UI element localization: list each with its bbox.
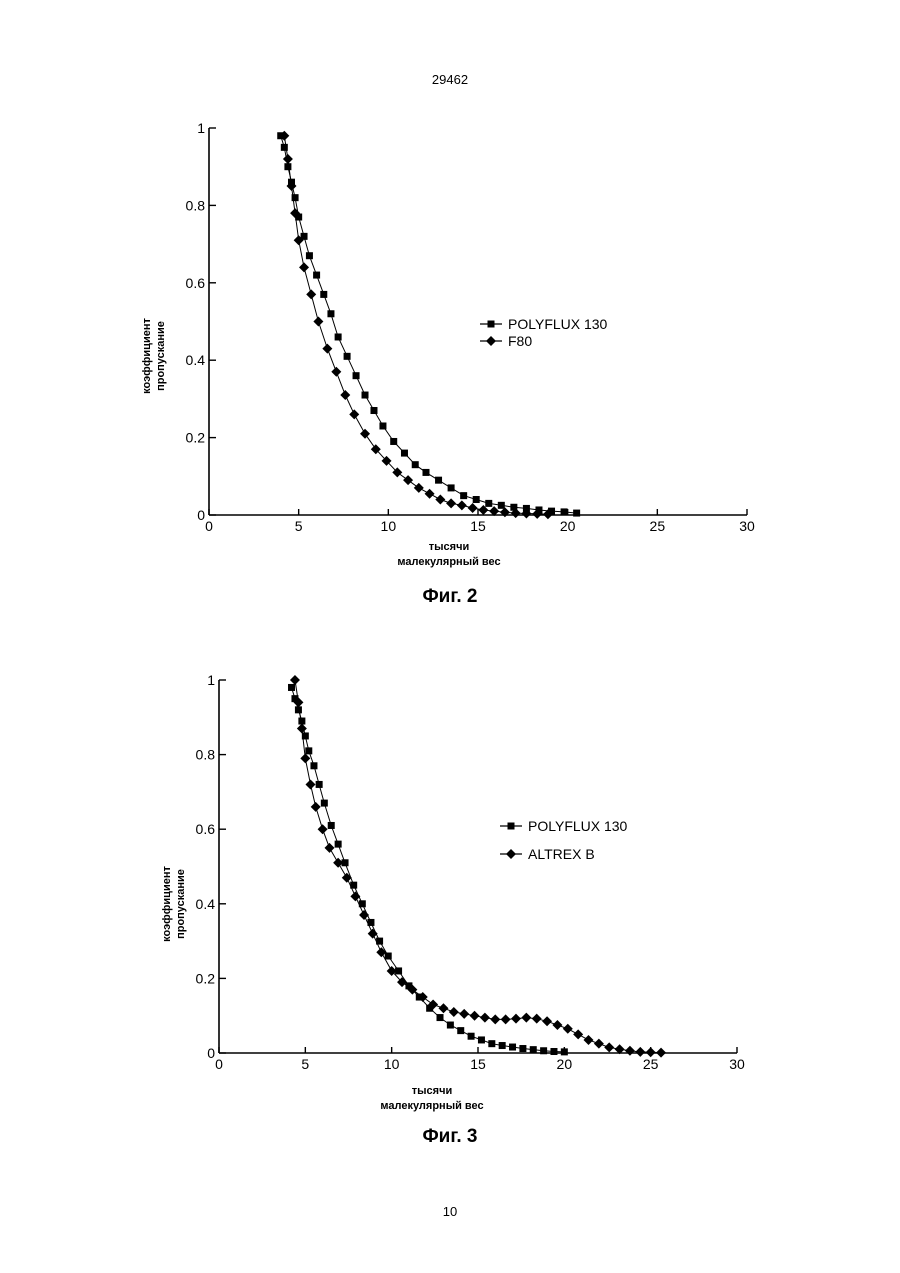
y-tick-label: 0.8	[196, 747, 216, 763]
x-tick-label: 5	[301, 1056, 309, 1072]
chart-fig3: 0 5 10 15 20 25 30 0 0.2 0.4 0.6 0.8 1 тысячи малекуля…	[0, 0, 900, 1140]
data-point	[561, 1048, 568, 1055]
y-tick-label: 0.6	[196, 821, 216, 837]
data-point	[437, 1014, 444, 1021]
series-line	[292, 688, 565, 1052]
x-tick-label: 10	[384, 1056, 400, 1072]
y-tick-label: 0.2	[196, 970, 216, 986]
data-point	[438, 1003, 448, 1013]
data-point	[290, 675, 300, 685]
data-point	[519, 1045, 526, 1052]
data-point	[530, 1046, 537, 1053]
x-tick-label: 15	[470, 1056, 486, 1072]
data-point	[350, 891, 360, 901]
series-polyflux-130	[288, 684, 568, 1055]
data-point	[342, 873, 352, 883]
x-axis-title: тысячи	[412, 1085, 452, 1097]
data-point	[310, 762, 317, 769]
data-point	[470, 1011, 480, 1021]
data-point	[550, 1048, 557, 1055]
legend-label: POLYFLUX 130	[528, 818, 628, 834]
data-point	[532, 1014, 542, 1024]
y-tick-label: 0.4	[196, 896, 216, 912]
data-point	[359, 910, 369, 920]
data-point	[509, 1044, 516, 1051]
data-point	[457, 1027, 464, 1034]
data-point	[297, 723, 307, 733]
data-point	[295, 706, 302, 713]
data-point	[540, 1047, 547, 1054]
data-point	[321, 800, 328, 807]
data-point	[573, 1029, 583, 1039]
data-point	[318, 824, 328, 834]
data-point	[604, 1042, 614, 1052]
data-point	[459, 1009, 469, 1019]
data-point	[521, 1013, 531, 1023]
x-axis-title: малекулярный вес	[380, 1100, 483, 1112]
x-tick-label: 20	[557, 1056, 573, 1072]
data-point	[480, 1013, 490, 1023]
data-point	[563, 1024, 573, 1034]
x-tick-label: 25	[643, 1056, 659, 1072]
data-point	[542, 1016, 552, 1026]
data-point	[490, 1014, 500, 1024]
data-point	[335, 841, 342, 848]
y-tick-label: 0	[207, 1045, 215, 1061]
data-point	[288, 684, 295, 691]
y-axis-title: пропускание	[175, 869, 187, 939]
legend-marker	[506, 849, 516, 859]
x-tick-label: 30	[729, 1056, 745, 1072]
data-point	[499, 1042, 506, 1049]
data-point	[468, 1033, 475, 1040]
data-point	[584, 1035, 594, 1045]
data-point	[501, 1014, 511, 1024]
data-point	[311, 802, 321, 812]
y-axis-title-group: коэффициентпропускание	[161, 866, 187, 942]
data-point	[449, 1007, 459, 1017]
y-axis-title: коэффициент	[161, 866, 173, 942]
data-point	[328, 822, 335, 829]
page-footer-number: 10	[0, 1204, 900, 1219]
data-point	[298, 718, 305, 725]
series-line	[295, 680, 661, 1053]
data-point	[368, 929, 378, 939]
x-tick-label: 0	[215, 1056, 223, 1072]
data-point	[488, 1040, 495, 1047]
data-point	[305, 747, 312, 754]
legend-marker	[508, 823, 515, 830]
data-point	[385, 953, 392, 960]
data-point	[594, 1039, 604, 1049]
data-point	[511, 1014, 521, 1024]
data-point	[306, 779, 316, 789]
data-point	[325, 843, 335, 853]
data-point	[625, 1046, 635, 1056]
data-point	[447, 1022, 454, 1029]
data-point	[316, 781, 323, 788]
figure-caption-fig3: Фиг. 3	[0, 1126, 900, 1148]
data-point	[478, 1036, 485, 1043]
y-tick-label: 1	[207, 672, 215, 688]
legend-label: ALTREX B	[528, 846, 595, 862]
data-point	[552, 1020, 562, 1030]
data-point	[300, 753, 310, 763]
